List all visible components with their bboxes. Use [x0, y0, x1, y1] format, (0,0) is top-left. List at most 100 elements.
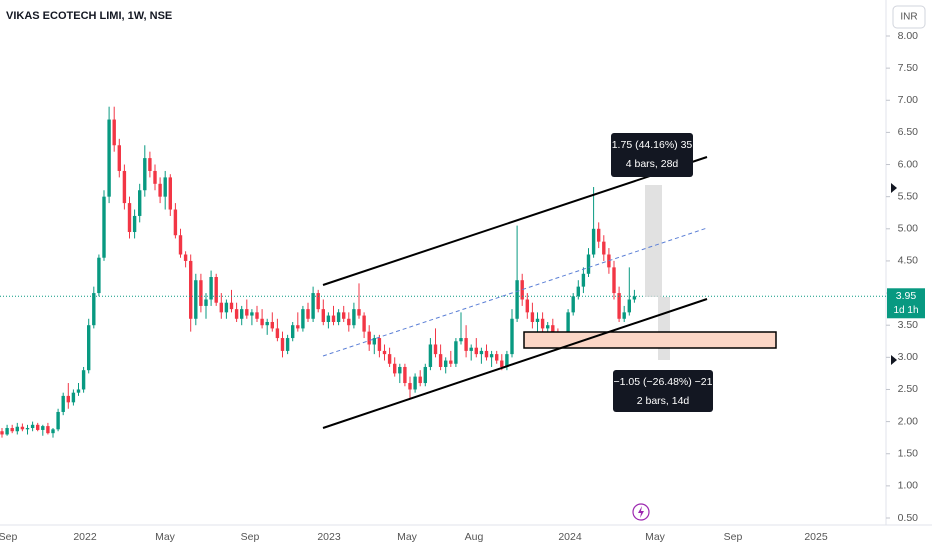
candle-body: [97, 257, 101, 294]
candle-body: [87, 325, 91, 371]
y-tick-label: 6.50: [898, 126, 919, 138]
candle-body: [76, 389, 81, 393]
candle-body: [316, 293, 320, 310]
candle-body: [510, 318, 514, 355]
candle-body: [275, 328, 280, 339]
x-tick-label: 2024: [558, 531, 582, 543]
candle-body: [311, 293, 315, 319]
candle-body: [602, 241, 606, 255]
last-price-box: [887, 288, 925, 319]
candle-body: [189, 260, 193, 319]
candle-body: [581, 273, 586, 287]
measure-label-up: [611, 133, 693, 177]
measure-down: [658, 297, 670, 360]
candle-body: [571, 296, 575, 313]
channel-lower: [322, 298, 708, 429]
candle-body: [270, 321, 274, 329]
candle-body: [438, 354, 443, 367]
candle-body: [515, 280, 519, 319]
candle-body: [597, 228, 601, 242]
candle-body: [342, 312, 346, 319]
candle-body: [449, 360, 453, 364]
candle-body: [627, 299, 631, 313]
candle-body: [25, 428, 30, 430]
candle-body: [46, 426, 50, 434]
y-tick-label: 5.00: [898, 223, 919, 235]
candle-body: [194, 280, 198, 319]
candle-body: [61, 395, 65, 412]
candle-body: [622, 312, 626, 319]
candle-body: [148, 158, 152, 171]
x-tick-label: 2022: [73, 531, 97, 543]
y-tick-label: 5.50: [898, 190, 919, 202]
candle-body: [617, 293, 621, 319]
candle-body: [51, 429, 55, 434]
candle-body: [408, 383, 412, 390]
candle-body: [459, 338, 463, 342]
candle-body: [525, 299, 529, 313]
candle-body: [56, 411, 60, 430]
candle-body: [81, 370, 86, 390]
currency-button[interactable]: [892, 5, 926, 29]
candle-body: [398, 366, 402, 374]
x-tick-label: May: [397, 531, 418, 543]
candle-body: [234, 309, 239, 319]
y-tick-label: 7.00: [898, 94, 919, 106]
candle-body: [291, 325, 295, 339]
arrow-marker: [891, 183, 897, 193]
candle-body: [10, 428, 14, 432]
candle-body: [107, 119, 111, 197]
candle-body: [393, 363, 397, 374]
candle-body: [505, 354, 509, 367]
channel-upper: [322, 156, 708, 286]
candle-body: [489, 354, 494, 358]
candle-body: [132, 215, 137, 233]
y-tick-label: 3.00: [898, 351, 919, 363]
measure-text: 1.75 (44.16%) 35: [612, 139, 693, 151]
candle-body: [444, 360, 448, 367]
y-tick-label: 3.50: [898, 319, 919, 331]
candle-body: [301, 309, 305, 329]
candle-body: [229, 302, 234, 310]
y-tick-label: 2.00: [898, 415, 919, 427]
y-tick-label: 8.00: [898, 30, 919, 42]
candle-body: [199, 280, 203, 306]
x-tick-label: May: [155, 531, 176, 543]
candle-body: [245, 309, 249, 316]
candle-body: [377, 338, 382, 351]
candle-body: [576, 286, 580, 297]
last-price-label: 3.95: [896, 290, 917, 302]
candle-body: [143, 158, 147, 191]
candle-body: [347, 318, 351, 326]
candle-body: [428, 344, 433, 367]
candle-body: [530, 312, 535, 322]
x-tick-label: Aug: [465, 531, 484, 543]
candle-body: [102, 196, 106, 258]
candle-body: [255, 312, 259, 319]
candle-body: [403, 366, 407, 384]
candle-body: [71, 392, 76, 403]
x-tick-label: 2023: [317, 531, 341, 543]
candle-body: [66, 395, 70, 403]
candle-body: [454, 341, 458, 364]
candle-body: [296, 325, 300, 329]
candle-body: [224, 302, 229, 313]
candle-body: [540, 318, 545, 329]
candle-body: [612, 267, 616, 294]
candle-body: [280, 338, 285, 351]
x-tick-label: Sep: [241, 531, 260, 543]
candle-body: [158, 183, 162, 197]
candle-body: [520, 280, 524, 300]
candle-body: [484, 350, 489, 358]
candle-body: [535, 318, 540, 322]
candle-body: [260, 318, 264, 326]
x-tick-label: Sep: [0, 531, 17, 543]
candle-body: [479, 350, 484, 355]
candle-body: [163, 177, 167, 197]
candle-body: [36, 424, 40, 430]
x-tick-label: 2025: [804, 531, 828, 543]
candle-body: [214, 277, 218, 303]
candle-body: [127, 203, 132, 233]
y-tick-label: 1.50: [898, 448, 919, 460]
